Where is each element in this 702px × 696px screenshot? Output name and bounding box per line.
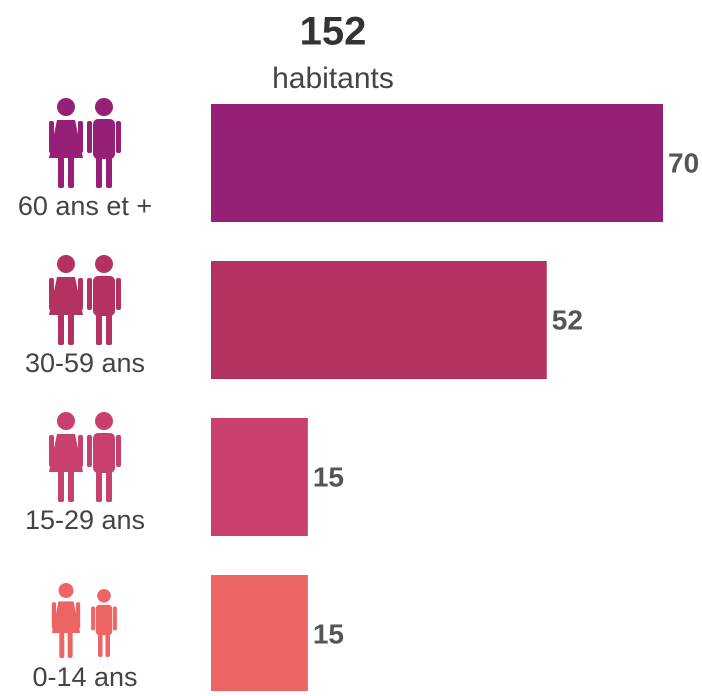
icon-head	[57, 255, 75, 273]
icon-arm	[51, 602, 56, 629]
icon-body	[49, 120, 83, 158]
icon-body	[95, 604, 113, 636]
icon-body	[49, 434, 83, 472]
icon-leg	[59, 631, 65, 658]
icon-arm	[116, 435, 121, 467]
icon-leg	[105, 632, 111, 657]
icon-leg	[106, 313, 112, 345]
bar	[211, 104, 663, 222]
icon-arm	[78, 121, 83, 153]
icon-leg	[96, 470, 102, 502]
icon-arm	[87, 435, 92, 467]
value-label: 52	[552, 304, 583, 335]
icon-arm	[116, 278, 121, 310]
icon-leg	[68, 156, 74, 188]
icon-arm	[87, 278, 92, 310]
icon-leg	[68, 313, 74, 345]
icon-leg	[96, 156, 102, 188]
icon-arm	[78, 278, 83, 310]
icon-arm	[76, 602, 81, 629]
icon-body	[93, 433, 115, 473]
icon-leg	[58, 313, 64, 345]
icon-head	[97, 589, 111, 603]
category-label: 0-14 ans	[32, 662, 137, 691]
icon-body	[51, 601, 81, 633]
icon-head	[58, 583, 74, 598]
icon-leg	[106, 470, 112, 502]
age-icon	[51, 583, 117, 658]
category-label: 60 ans et +	[18, 191, 152, 221]
icon-arm	[91, 606, 95, 631]
icon-body	[49, 277, 83, 315]
icon-leg	[106, 156, 112, 188]
icon-arm	[116, 121, 121, 153]
icon-leg	[68, 470, 74, 502]
icon-leg	[58, 470, 64, 502]
icon-arm	[49, 121, 54, 153]
icon-leg	[58, 156, 64, 188]
bar	[211, 575, 308, 693]
icon-leg	[67, 631, 73, 658]
chart-title: 152	[300, 10, 367, 54]
icon-arm	[49, 435, 54, 467]
icon-head	[57, 412, 75, 430]
icon-head	[57, 98, 75, 116]
value-label: 15	[313, 618, 344, 649]
icon-head	[95, 412, 113, 430]
icon-arm	[87, 121, 92, 153]
category-label: 15-29 ans	[25, 505, 145, 535]
category-label: 30-59 ans	[25, 348, 145, 378]
icon-arm	[78, 435, 83, 467]
icon-arm	[49, 278, 54, 310]
icon-leg	[96, 313, 102, 345]
age-icon	[49, 412, 121, 502]
chart-subtitle: habitants	[272, 62, 394, 95]
value-label: 70	[668, 147, 699, 178]
icon-body	[93, 119, 115, 159]
age-icon	[49, 255, 121, 345]
icon-head	[95, 98, 113, 116]
icon-head	[95, 255, 113, 273]
value-label: 15	[313, 461, 344, 492]
icon-arm	[113, 606, 117, 631]
bar	[211, 261, 547, 379]
icon-body	[93, 276, 115, 316]
age-icon	[49, 98, 121, 188]
bar	[211, 418, 308, 536]
icon-leg	[97, 632, 103, 657]
